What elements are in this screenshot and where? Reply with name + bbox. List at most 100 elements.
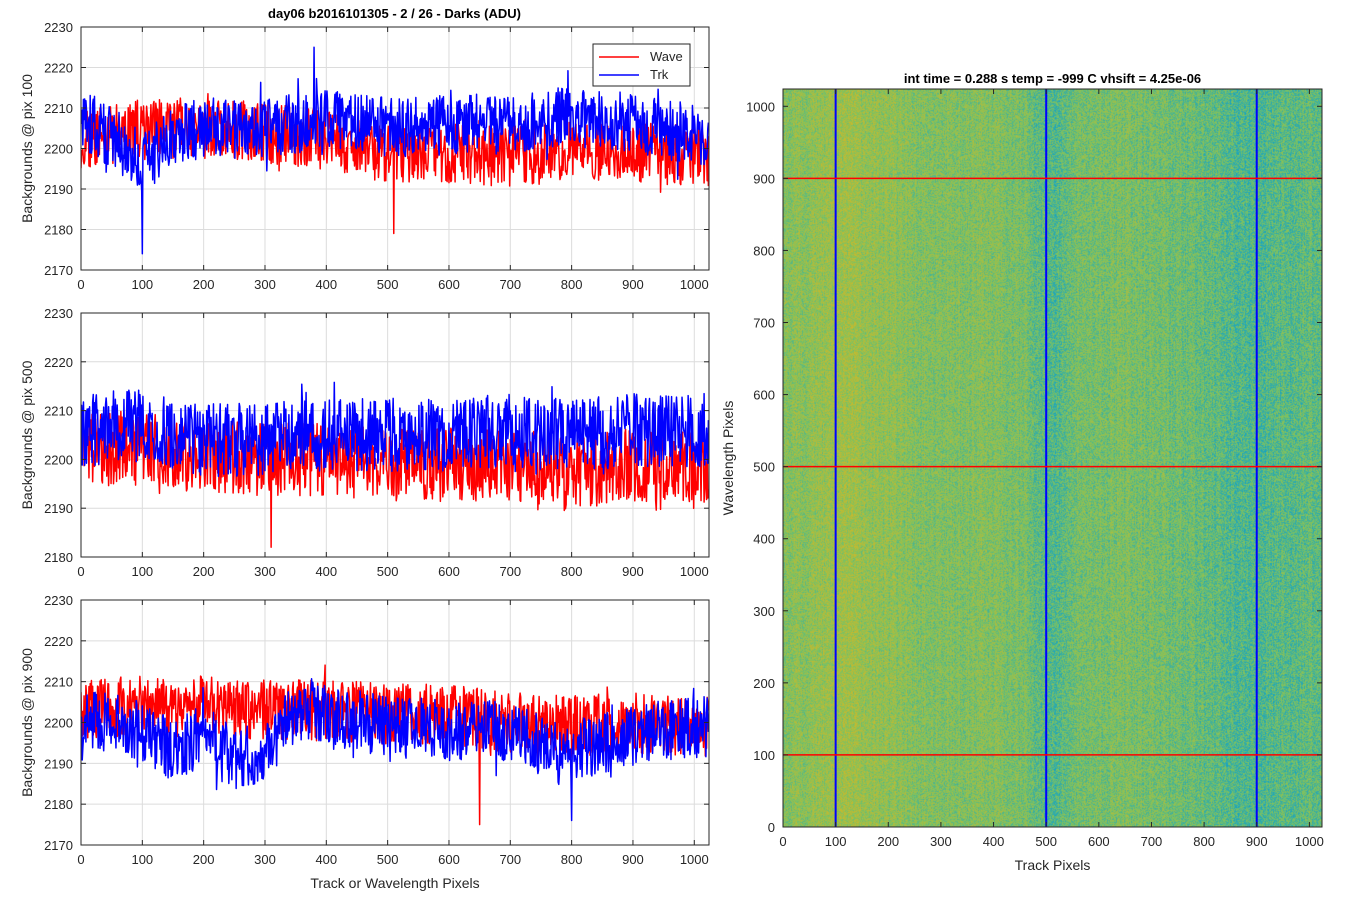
xtick-label-pix900-500: 500 (377, 852, 399, 867)
xtick-label-pix900-700: 700 (499, 852, 521, 867)
xtick-label-frame-600: 600 (1088, 834, 1110, 849)
axes-heatmap: int time = 0.288 s temp = -999 C vhsift … (720, 71, 1324, 873)
xtick-label-pix500-100: 100 (131, 564, 153, 579)
axes-pix100: Backgrounds @ pix 100 0 100 200 300 400 500 60… (19, 20, 710, 292)
xtick-label-pix900-300: 300 (254, 852, 276, 867)
series-line-trk-pix100 (81, 46, 709, 255)
xtick-label-frame-200: 200 (877, 834, 899, 849)
ytick-label-frame-500: 500 (753, 460, 775, 475)
xtick-label-pix900-200: 200 (193, 852, 215, 867)
series-line-trk-pix500 (81, 381, 709, 478)
heatmap-frame (782, 88, 1323, 828)
xtick-label-pix900-100: 100 (131, 852, 153, 867)
xlabel-pix900: Track or Wavelength Pixels (310, 875, 479, 891)
legend: Wave Trk (592, 43, 691, 87)
xtick-label-pix100-600: 600 (438, 277, 460, 292)
xtick-label-frame-100: 100 (825, 834, 847, 849)
legend-label-trk: Trk (650, 67, 669, 82)
ytick-label-pix900-2200: 2200 (44, 716, 73, 731)
xtick-label-pix100-900: 900 (622, 277, 644, 292)
xtick-label-pix500-700: 700 (499, 564, 521, 579)
ylabel-pix900: Backgrounds @ pix 900 (19, 648, 35, 797)
xtick-label-pix100-100: 100 (131, 277, 153, 292)
xtick-label-pix500-800: 800 (561, 564, 583, 579)
ytick-label-pix900-2170: 2170 (44, 838, 73, 853)
xtick-label-pix100-800: 800 (561, 277, 583, 292)
ytick-label-pix900-2210: 2210 (44, 675, 73, 690)
ytick-label-frame-700: 700 (753, 316, 775, 331)
xtick-label-pix100-700: 700 (499, 277, 521, 292)
ytick-label-pix900-2220: 2220 (44, 634, 73, 649)
xtick-label-frame-800: 800 (1193, 834, 1215, 849)
ytick-label-frame-0: 0 (768, 820, 775, 835)
ytick-label-frame-900: 900 (753, 171, 775, 186)
xtick-label-frame-0: 0 (779, 834, 786, 849)
heatmap-title: int time = 0.288 s temp = -999 C vhsift … (904, 71, 1201, 86)
xtick-label-pix500-200: 200 (193, 564, 215, 579)
ytick-label-pix900-2230: 2230 (44, 593, 73, 608)
xtick-label-frame-300: 300 (930, 834, 952, 849)
ytick-label-pix500-2210: 2210 (44, 404, 73, 419)
xtick-label-pix900-400: 400 (315, 852, 337, 867)
ylabel-pix100: Backgrounds @ pix 100 (19, 74, 35, 223)
ytick-label-frame-300: 300 (753, 604, 775, 619)
xtick-label-pix500-300: 300 (254, 564, 276, 579)
xtick-label-pix900-600: 600 (438, 852, 460, 867)
ytick-label-pix100-2230: 2230 (44, 20, 73, 35)
ylabel-pix500: Backgrounds @ pix 500 (19, 360, 35, 509)
xtick-label-frame-700: 700 (1141, 834, 1163, 849)
series-line-wave-pix500 (81, 410, 709, 548)
heatmap-image (783, 89, 1322, 827)
xtick-label-pix500-0: 0 (77, 564, 84, 579)
legend-box (592, 43, 691, 87)
heatmap-xlabel: Track Pixels (1015, 857, 1091, 873)
xtick-label-pix900-900: 900 (622, 852, 644, 867)
xtick-label-frame-1000: 1000 (1295, 834, 1324, 849)
xtick-label-frame-400: 400 (983, 834, 1005, 849)
heatmap-ylabel: Wavelength Pixels (720, 401, 736, 516)
xtick-label-pix100-200: 200 (193, 277, 215, 292)
xtick-label-pix900-0: 0 (77, 852, 84, 867)
ytick-label-frame-600: 600 (753, 388, 775, 403)
xtick-label-pix100-500: 500 (377, 277, 399, 292)
ytick-label-pix100-2190: 2190 (44, 182, 73, 197)
xtick-label-pix100-1000: 1000 (680, 277, 709, 292)
xtick-label-pix500-400: 400 (315, 564, 337, 579)
xtick-label-pix500-900: 900 (622, 564, 644, 579)
ytick-label-pix100-2200: 2200 (44, 142, 73, 157)
ytick-label-pix500-2190: 2190 (44, 501, 73, 516)
xtick-label-pix100-400: 400 (315, 277, 337, 292)
xtick-label-pix100-0: 0 (77, 277, 84, 292)
ytick-label-pix100-2180: 2180 (44, 223, 73, 238)
ytick-label-pix900-2180: 2180 (44, 797, 73, 812)
xtick-label-pix900-1000: 1000 (680, 852, 709, 867)
axes-pix500: Backgrounds @ pix 500 0 100 200 300 400 500 60… (19, 306, 710, 579)
xtick-label-pix900-800: 800 (561, 852, 583, 867)
left-figure-title-group: day06 b2016101305 - 2 / 26 - Darks (ADU) (268, 6, 521, 21)
series-line-trk-pix900 (81, 677, 709, 822)
ytick-label-frame-1000: 1000 (746, 99, 775, 114)
xtick-label-pix100-300: 300 (254, 277, 276, 292)
plot-frame-pix500 (80, 312, 710, 558)
xtick-label-frame-500: 500 (1035, 834, 1057, 849)
ytick-label-pix500-2180: 2180 (44, 550, 73, 565)
left-figure-title: day06 b2016101305 - 2 / 26 - Darks (ADU) (268, 6, 521, 21)
series-line-wave-pix100 (81, 92, 709, 235)
ytick-label-pix100-2220: 2220 (44, 61, 73, 76)
ytick-label-pix900-2190: 2190 (44, 756, 73, 771)
ytick-label-frame-100: 100 (753, 748, 775, 763)
xtick-label-pix500-600: 600 (438, 564, 460, 579)
ytick-label-pix500-2220: 2220 (44, 355, 73, 370)
ytick-label-frame-400: 400 (753, 532, 775, 547)
xtick-label-frame-900: 900 (1246, 834, 1268, 849)
ytick-label-frame-800: 800 (753, 243, 775, 258)
xtick-label-pix500-500: 500 (377, 564, 399, 579)
axes-pix900: Backgrounds @ pix 900 Track or Wavelengt… (19, 593, 710, 891)
ytick-label-pix100-2210: 2210 (44, 101, 73, 116)
xtick-label-pix500-1000: 1000 (680, 564, 709, 579)
ytick-label-pix500-2230: 2230 (44, 306, 73, 321)
legend-label-wave: Wave (650, 49, 683, 64)
ytick-label-pix100-2170: 2170 (44, 263, 73, 278)
ytick-label-pix500-2200: 2200 (44, 452, 73, 467)
